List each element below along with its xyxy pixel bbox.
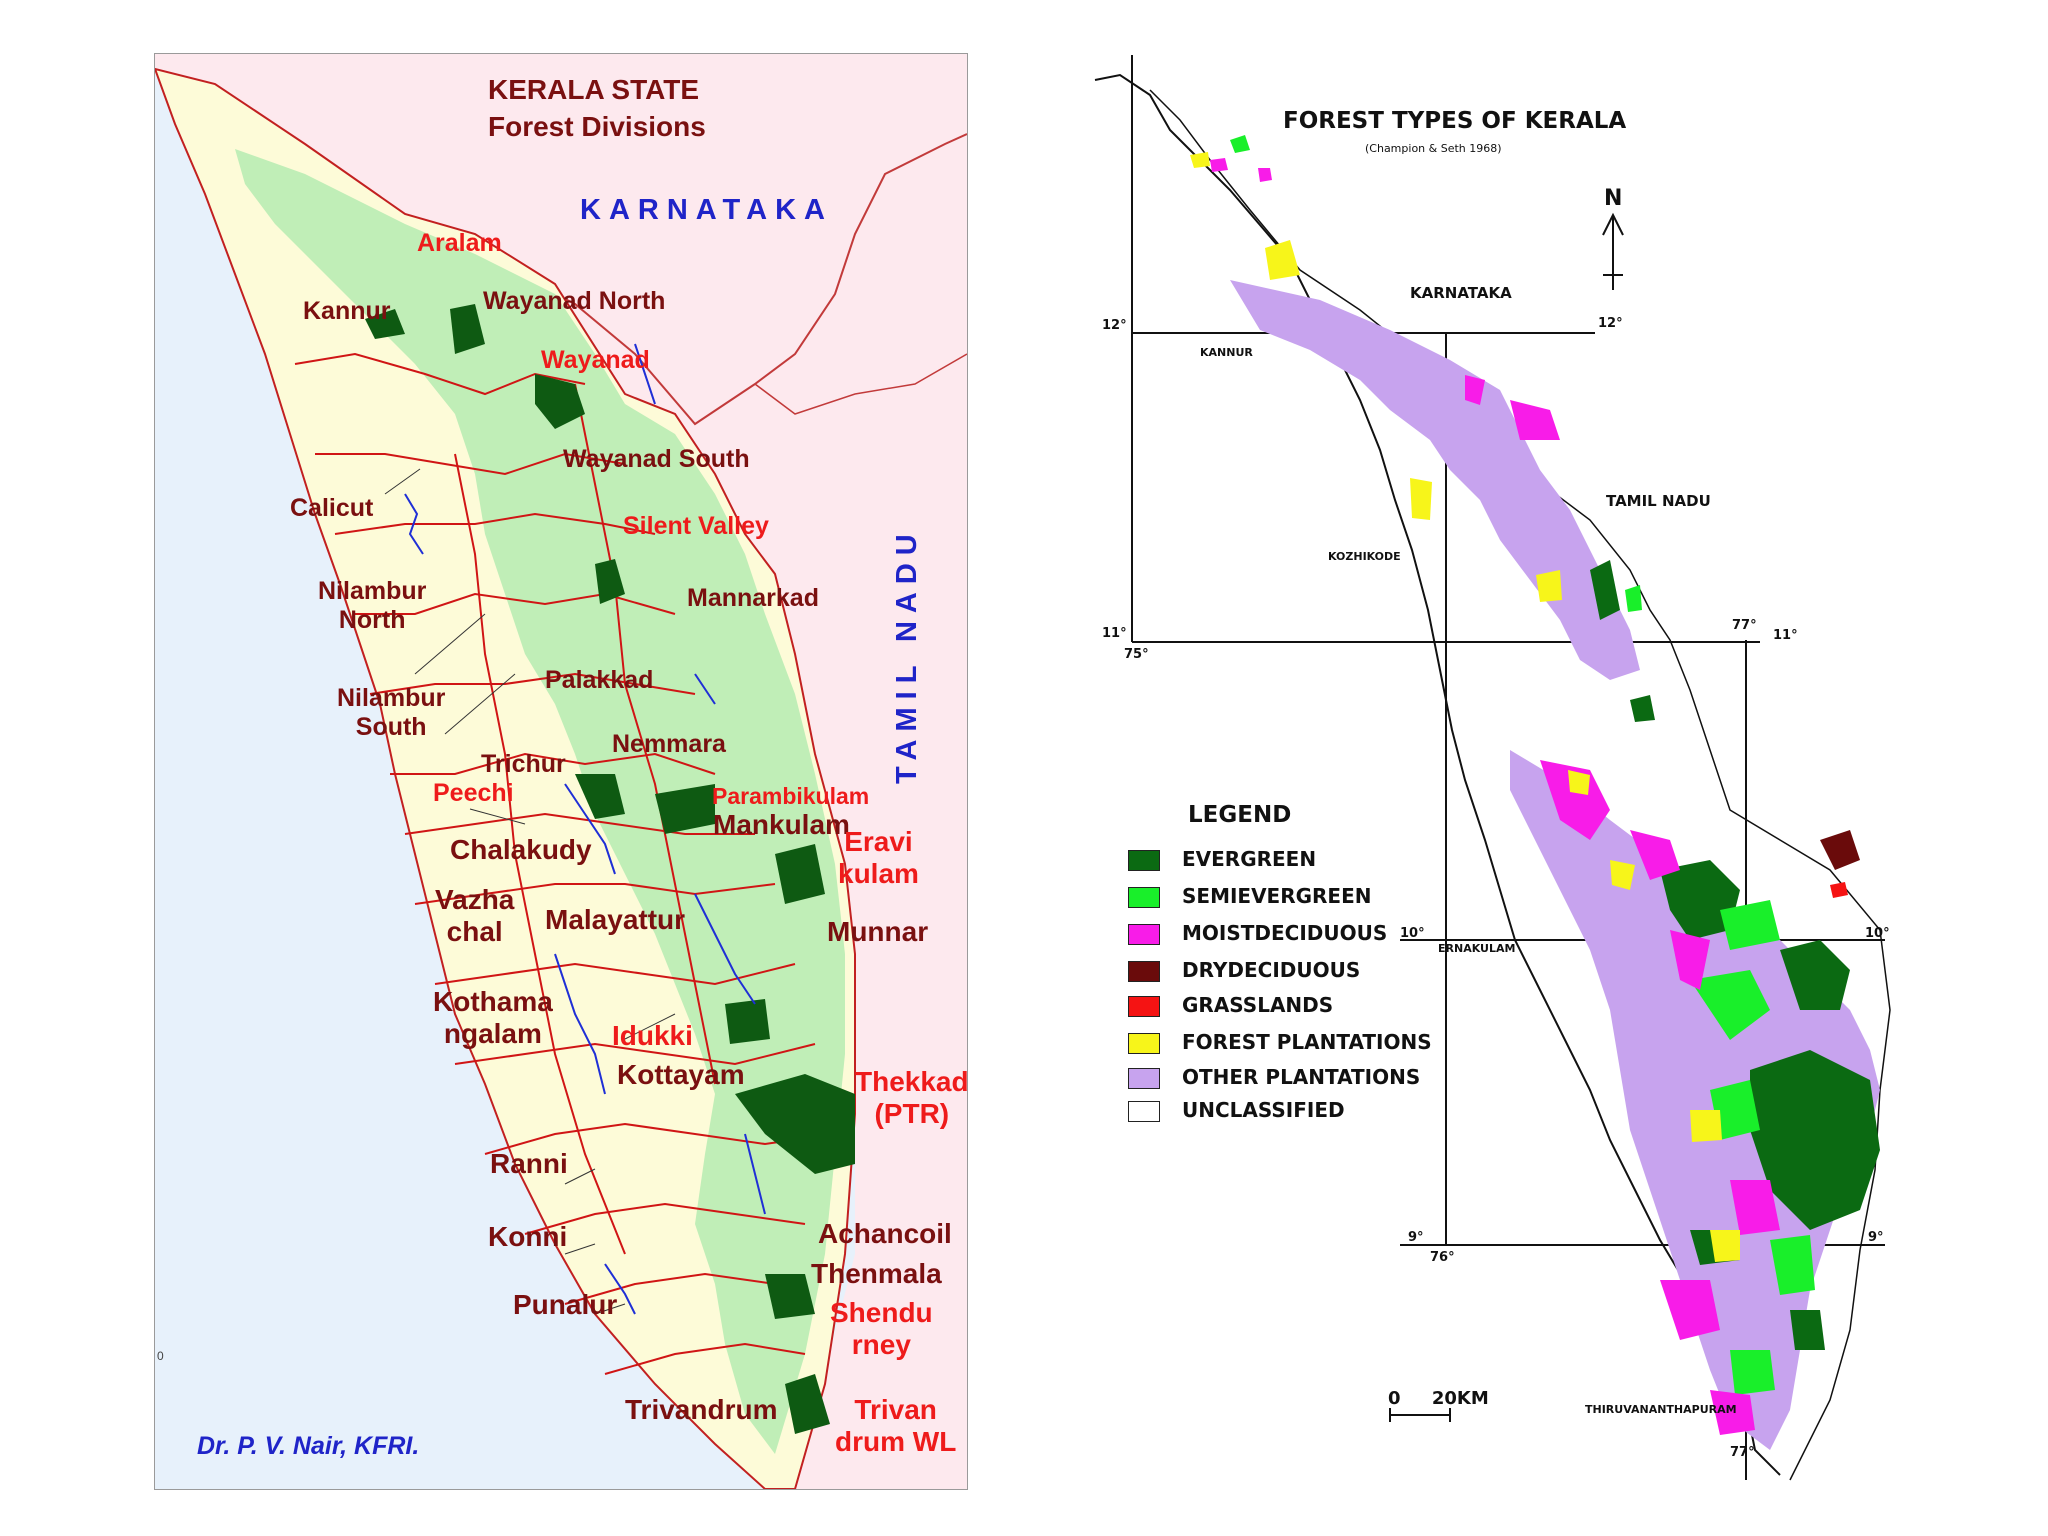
legend-label-unclassified: UNCLASSIFIED xyxy=(1182,1098,1345,1122)
label-palakkad: Palakkad xyxy=(545,666,654,694)
drydeciduous-area xyxy=(1820,830,1860,870)
state-border-east xyxy=(754,353,967,415)
label-thekkady: Thekkad (PTR) xyxy=(855,1066,968,1130)
label-nilambur-south: Nilambur South xyxy=(337,684,446,741)
label-ranni: Ranni xyxy=(490,1148,568,1179)
place-kozhikode: KOZHIKODE xyxy=(1328,550,1401,563)
label-achancoil: Achancoil xyxy=(818,1218,952,1249)
legend-label-evergreen: EVERGREEN xyxy=(1182,847,1317,871)
place-thiruvananthapuram: THIRUVANANTHAPURAM xyxy=(1585,1403,1737,1416)
legend-swatch-moistdeciduous xyxy=(1128,924,1160,945)
legend-swatch-evergreen xyxy=(1128,850,1160,871)
label-mankulam: Mankulam xyxy=(713,809,850,840)
grid-lat10-left: 10° xyxy=(1400,926,1425,941)
place-tamil-nadu: TAMIL NADU xyxy=(1606,492,1711,510)
label-chalakudy: Chalakudy xyxy=(450,834,592,865)
grid-lat12-left: 12° xyxy=(1102,318,1127,333)
legend-label-drydeciduous: DRYDECIDUOUS xyxy=(1182,958,1361,982)
grid-lon77-bottom: 77° xyxy=(1730,1445,1755,1460)
legend-swatch-drydeciduous xyxy=(1128,961,1160,982)
grid-lat11-left: 11° xyxy=(1102,626,1127,641)
semievergreen-areas xyxy=(1230,135,1815,1395)
map-title-line2: Forest Divisions xyxy=(488,111,706,142)
legend-swatch-unclassified xyxy=(1128,1101,1160,1122)
north-label: N xyxy=(1604,186,1623,211)
neighbor-karnataka: KARNATAKA xyxy=(580,194,833,226)
forest-types-title: FOREST TYPES OF KERALA xyxy=(1283,108,1627,134)
legend-swatch-forest-plantations xyxy=(1128,1033,1160,1054)
label-wayanad-south: Wayanad South xyxy=(563,445,750,473)
legend-swatch-grasslands xyxy=(1128,996,1160,1017)
grid-lat12-right: 12° xyxy=(1598,316,1623,331)
evergreen-areas xyxy=(1590,560,1880,1350)
label-peechi: Peechi xyxy=(433,779,514,807)
label-punalur: Punalur xyxy=(513,1289,618,1320)
rivers xyxy=(404,343,766,1315)
legend-label-grasslands: GRASSLANDS xyxy=(1182,993,1334,1017)
forest-divisions-map: KERALA STATE Forest Divisions KARNATAKA … xyxy=(154,53,968,1490)
corner-mark: 0 xyxy=(157,1349,164,1363)
label-thenmala: Thenmala xyxy=(811,1258,942,1289)
legend-label-other-plantations: OTHER PLANTATIONS xyxy=(1182,1065,1421,1089)
label-munnar: Munnar xyxy=(827,916,929,947)
grid-lat9-right: 9° xyxy=(1868,1230,1884,1245)
legend-swatch-other-plantations xyxy=(1128,1068,1160,1089)
legend-swatch-semievergreen xyxy=(1128,887,1160,908)
label-malayattur: Malayattur xyxy=(545,904,686,935)
grid-lat11-right: 11° xyxy=(1773,628,1798,643)
neighbor-tamil-nadu: TAMIL NADU xyxy=(891,526,923,784)
label-trivandrum-wl: Trivan drum WL xyxy=(835,1394,957,1458)
grid-lon76: 76° xyxy=(1430,1250,1455,1265)
legend-title: LEGEND xyxy=(1188,802,1292,828)
label-eravikulam: Eravi kulam xyxy=(838,826,919,890)
grid-lon77-top: 77° xyxy=(1732,618,1757,633)
map-credit: Dr. P. V. Nair, KFRI. xyxy=(197,1432,420,1460)
label-trichur: Trichur xyxy=(481,750,566,778)
label-idukki: Idukki xyxy=(612,1020,693,1051)
forest-plantations-areas xyxy=(1190,152,1740,1262)
label-silent-valley: Silent Valley xyxy=(623,512,769,540)
label-wayanad: Wayanad xyxy=(541,346,650,374)
forest-types-graphic xyxy=(1094,55,1891,1481)
scale-bar xyxy=(1389,1408,1451,1422)
label-aralam: Aralam xyxy=(417,229,502,257)
scale-label: 0 20KM xyxy=(1388,1388,1489,1409)
label-nemmara: Nemmara xyxy=(612,730,726,758)
label-vazhachal: Vazha chal xyxy=(435,884,515,948)
place-ernakulam: ERNAKULAM xyxy=(1438,942,1516,955)
forest-types-map: FOREST TYPES OF KERALA (Champion & Seth … xyxy=(1090,50,2030,1490)
label-mannarkad: Mannarkad xyxy=(687,584,819,612)
grasslands-area xyxy=(1830,882,1848,898)
leader-lines xyxy=(384,468,676,1315)
tamil-nadu-region xyxy=(775,354,967,1489)
label-shendurney: Shendu rney xyxy=(830,1297,933,1361)
kerala-land xyxy=(155,67,856,1489)
kerala-outline xyxy=(1094,73,1781,1476)
divisions-map-graphic xyxy=(155,54,967,1489)
label-konni: Konni xyxy=(488,1221,568,1252)
legend-label-forest-plantations: FOREST PLANTATIONS xyxy=(1182,1030,1432,1054)
label-calicut: Calicut xyxy=(290,494,374,522)
map-title-line1: KERALA STATE xyxy=(488,74,700,105)
protected-areas xyxy=(365,304,855,1434)
grid-lat10-right: 10° xyxy=(1865,926,1890,941)
forest-belt xyxy=(235,149,845,1454)
grid-lon75: 75° xyxy=(1124,647,1149,662)
label-parambikulam: Parambikulam xyxy=(712,783,870,809)
label-kottayam: Kottayam xyxy=(617,1059,745,1090)
place-kannur: KANNUR xyxy=(1200,346,1253,359)
label-kannur: Kannur xyxy=(303,297,391,325)
label-wayanad-north: Wayanad North xyxy=(483,287,666,315)
grid-lat9-left: 9° xyxy=(1408,1230,1424,1245)
place-karnataka: KARNATAKA xyxy=(1410,284,1512,302)
moistdeciduous-areas xyxy=(1210,158,1780,1435)
legend-label-semievergreen: SEMIEVERGREEN xyxy=(1182,884,1372,908)
label-kothamangalam: Kothama ngalam xyxy=(433,986,553,1050)
forest-types-subtitle: (Champion & Seth 1968) xyxy=(1365,142,1502,155)
north-arrow-graphic xyxy=(1602,212,1624,290)
legend-label-moistdeciduous: MOISTDECIDUOUS xyxy=(1182,921,1388,945)
label-trivandrum: Trivandrum xyxy=(625,1394,778,1425)
label-nilambur-north: Nilambur North xyxy=(318,577,427,634)
